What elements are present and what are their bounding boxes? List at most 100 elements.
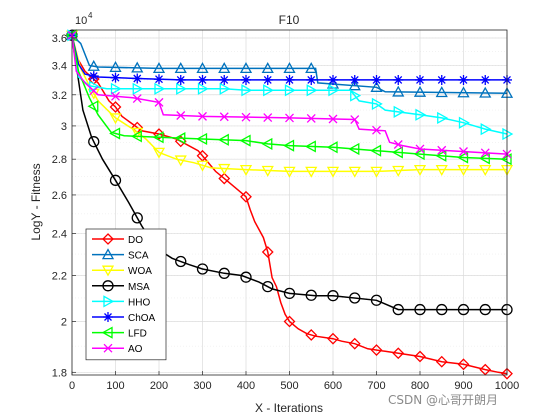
series-point-do	[109, 101, 122, 113]
series-point-sca	[174, 62, 187, 74]
series-point-ao	[350, 115, 360, 124]
series-point-msa	[262, 280, 274, 293]
series-point-choa	[241, 74, 251, 85]
x-tick-label: 800	[411, 380, 429, 392]
series-point-hho	[415, 108, 427, 121]
legend-box	[85, 228, 167, 361]
series-point-do	[218, 172, 231, 185]
series-woa	[65, 30, 514, 178]
series-point-hho	[241, 84, 253, 97]
series-point-woa	[479, 164, 492, 176]
series-point-hho	[219, 82, 231, 95]
series-point-lfd	[413, 147, 425, 161]
series-point-woa	[392, 165, 405, 177]
series-point-sca	[348, 79, 361, 91]
series-point-choa	[328, 74, 338, 85]
series-point-woa	[239, 164, 253, 176]
series-point-lfd	[326, 141, 338, 154]
series-point-woa	[131, 127, 144, 139]
series-point-choa	[175, 74, 186, 85]
y-tick-label: 2.6	[52, 190, 67, 202]
series-point-msa	[327, 290, 339, 302]
series-point-lfd	[283, 139, 295, 152]
series-point-sca	[305, 62, 318, 74]
series-point-sca	[218, 62, 231, 74]
series-point-sca	[370, 80, 383, 92]
series-point-ao	[111, 91, 120, 101]
series-point-hho	[480, 123, 492, 136]
x-tick-label: 200	[150, 380, 168, 392]
series-point-msa	[88, 136, 100, 148]
series-point-do	[457, 358, 470, 371]
legend-marker-ao	[103, 343, 113, 353]
series-point-msa	[196, 263, 209, 275]
series-point-sca	[413, 85, 427, 97]
series-point-lfd	[370, 144, 382, 157]
series-point-woa	[326, 166, 340, 178]
series-point-lfd	[152, 131, 164, 144]
series-point-do	[435, 355, 448, 368]
ticks: 1.8 2 2.2 2.4 2.6 2.8 3 3.2 3.4 3.6 0 100 200 300 400 5…	[52, 33, 520, 392]
series-point-choa	[371, 74, 382, 85]
series-point-woa	[174, 155, 187, 167]
y-tick-label: 2.2	[52, 271, 67, 283]
series-point-hho	[110, 82, 122, 95]
legend: DO SCA WOA MSA HHO ChOA LFD AO	[85, 228, 167, 361]
series-point-ao	[263, 113, 273, 123]
series-point-lfd	[109, 127, 121, 140]
x-tick-label: 500	[280, 380, 298, 392]
series-point-lfd	[174, 132, 186, 145]
x-tick-label: 100	[106, 380, 124, 392]
series-point-ao	[372, 125, 381, 135]
series-point-do	[392, 347, 405, 360]
series-point-lfd	[65, 29, 77, 42]
legend-marker-choa	[103, 312, 113, 322]
series-point-hho	[393, 105, 405, 118]
series-point-choa	[219, 74, 230, 85]
series-point-sca	[457, 86, 470, 98]
legend-label-lfd: LFD	[128, 329, 147, 340]
series-point-ao	[285, 113, 294, 123]
x-tick-label: 1000	[495, 380, 519, 392]
series-point-msa	[218, 267, 230, 279]
series-point-hho	[306, 84, 318, 97]
series-point-msa	[283, 287, 296, 300]
series-point-msa	[370, 294, 383, 306]
legend-label-ao: AO	[128, 344, 143, 355]
series-point-lfd	[348, 142, 360, 156]
series-point-ao	[89, 86, 99, 96]
series-ao	[67, 30, 512, 159]
legend-label-woa: WOA	[128, 266, 152, 277]
x-tick-label: 400	[237, 380, 255, 392]
series-point-ao	[306, 114, 316, 123]
series-point-ao	[176, 111, 186, 120]
series-point-woa	[305, 166, 318, 178]
y-exponent-base: 10	[75, 15, 87, 27]
series-point-choa	[393, 74, 404, 85]
series-point-woa	[218, 163, 231, 175]
y-tick-label: 2.8	[52, 154, 67, 166]
series-point-do	[501, 367, 513, 380]
series-point-hho	[263, 84, 275, 97]
legend-label-choa: ChOA	[128, 313, 156, 324]
series-point-msa	[240, 271, 252, 283]
series-point-ao	[132, 94, 142, 104]
series-point-ao	[154, 97, 164, 107]
series-point-choa	[88, 71, 99, 82]
x-axis-label: X - Iterations	[255, 401, 323, 415]
series-point-sca	[131, 61, 144, 73]
series-point-woa	[413, 164, 427, 176]
series-point-do	[327, 332, 339, 345]
series-point-lfd	[304, 140, 316, 153]
series-point-msa	[414, 303, 426, 316]
series-point-lfd	[478, 152, 490, 165]
series-point-woa	[435, 164, 448, 176]
series-point-sca	[392, 85, 405, 97]
series-point-lfd	[457, 151, 469, 164]
series-line-msa	[71, 35, 507, 311]
series-point-lfd	[391, 146, 403, 159]
series-point-msa	[392, 303, 404, 316]
series-point-choa	[415, 74, 425, 85]
series-choa	[67, 30, 512, 85]
